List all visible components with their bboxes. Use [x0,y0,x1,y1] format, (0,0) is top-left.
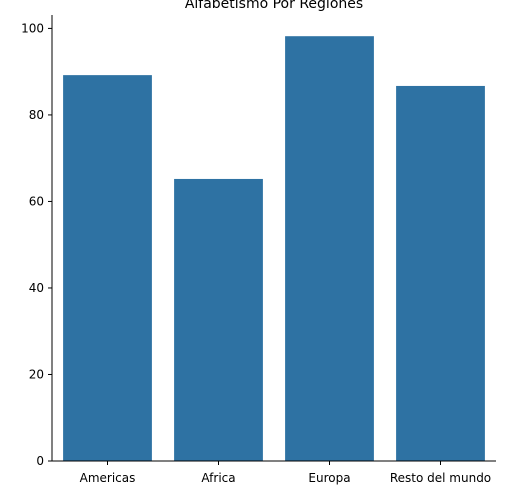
bar-americas [63,75,152,461]
y-tick-label: 40 [29,281,44,295]
x-tick-label: Europa [308,471,350,485]
y-tick-label: 20 [29,367,44,381]
y-tick-label: 100 [21,21,44,35]
y-tick-label: 0 [36,454,44,468]
bars-group [63,36,485,462]
x-tick-label: Resto del mundo [390,471,491,485]
y-tick-label: 80 [29,108,44,122]
x-tick-label: Americas [80,471,136,485]
x-tick-label: Africa [201,471,235,485]
bar-europa [285,36,374,461]
x-axis: Americas Africa Europa Resto del mundo [52,460,496,485]
bar-africa [174,178,263,461]
bar-resto-del-mundo [396,85,485,462]
chart-title: Alfabetismo Por Regiones [185,0,363,12]
y-tick-label: 60 [29,194,44,208]
y-axis: 0 20 40 60 80 100 [21,15,53,468]
